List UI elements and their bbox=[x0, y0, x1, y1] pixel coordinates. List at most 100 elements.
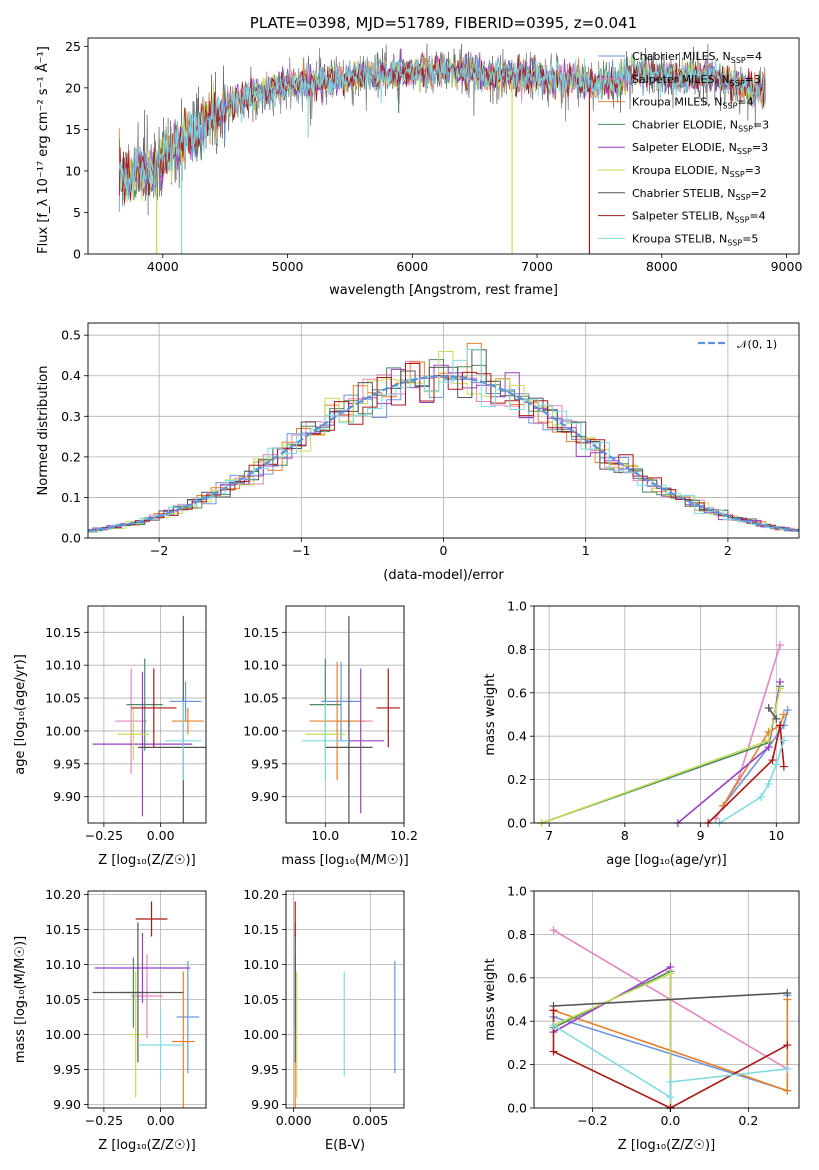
legend-label: Salpeter MILES, N bbox=[632, 73, 730, 86]
legend-value: =4 bbox=[746, 50, 762, 63]
series-line bbox=[722, 710, 789, 807]
x-axis-label: age [log₁₀(age/yr)] bbox=[606, 853, 727, 868]
series-line bbox=[553, 992, 788, 1007]
y-tick-label: 0.4 bbox=[61, 368, 81, 383]
x-axis-label: Z [log₁₀(Z/Z☉)] bbox=[98, 853, 195, 868]
x-tick-label: 8000 bbox=[646, 259, 678, 274]
y-tick-label: 9.90 bbox=[251, 1097, 279, 1112]
series-line bbox=[553, 1024, 788, 1099]
y-tick-label: 9.90 bbox=[53, 789, 81, 804]
y-tick-label: 1.0 bbox=[507, 884, 527, 899]
x-axis-label: E(B-V) bbox=[325, 1138, 365, 1153]
y-tick-label: 10.15 bbox=[45, 625, 81, 640]
y-tick-label: 10.00 bbox=[45, 723, 81, 738]
series-marker bbox=[779, 762, 788, 771]
y-tick-label: 10.20 bbox=[243, 887, 279, 902]
y-tick-label: 0.4 bbox=[507, 1014, 527, 1029]
x-tick-label: 9000 bbox=[771, 259, 803, 274]
legend-subscript: SSP bbox=[738, 124, 753, 133]
y-tick-label: 0.2 bbox=[507, 1057, 527, 1072]
y-tick-label: 10.10 bbox=[243, 957, 279, 972]
y-tick-label: 5 bbox=[73, 205, 81, 220]
x-tick-label: 0.00 bbox=[147, 828, 175, 843]
legend-value: =5 bbox=[742, 232, 758, 245]
legend-value: =2 bbox=[751, 187, 767, 200]
y-tick-label: 10.10 bbox=[45, 658, 81, 673]
x-tick-label: 4000 bbox=[147, 259, 179, 274]
y-tick-label: 0.1 bbox=[61, 490, 81, 505]
series-marker bbox=[783, 706, 792, 715]
legend-subscript: SSP bbox=[730, 170, 745, 179]
series-marker bbox=[779, 710, 788, 719]
y-tick-label: 9.95 bbox=[53, 756, 81, 771]
normal-curve bbox=[87, 375, 800, 532]
series-marker bbox=[549, 1047, 558, 1056]
x-axis-label: Z [log₁₀(Z/Z☉)] bbox=[618, 1138, 715, 1153]
y-tick-label: 10.10 bbox=[45, 957, 81, 972]
series-marker bbox=[549, 926, 558, 935]
y-axis-label: mass weight bbox=[483, 958, 498, 1040]
series-line bbox=[553, 972, 672, 1108]
series-marker bbox=[666, 1093, 675, 1102]
x-tick-label: −0.2 bbox=[577, 1113, 607, 1128]
series-marker bbox=[779, 736, 788, 745]
legend-entry: Kroupa MILES, NSSP=4 bbox=[632, 96, 754, 111]
y-tick-label: 0.0 bbox=[61, 531, 81, 546]
series-marker bbox=[783, 1041, 792, 1050]
x-tick-label: 8 bbox=[621, 828, 629, 843]
x-tick-label: 10 bbox=[768, 828, 784, 843]
series-marker bbox=[768, 756, 777, 765]
x-tick-label: 10.0 bbox=[311, 828, 339, 843]
y-axis-label: mass weight bbox=[483, 673, 498, 755]
series-marker bbox=[783, 988, 792, 997]
y-tick-label: 1.0 bbox=[507, 599, 527, 614]
y-tick-label: 10.05 bbox=[243, 992, 279, 1007]
legend-value: =3 bbox=[745, 164, 761, 177]
series-marker bbox=[772, 714, 781, 723]
legend-subscript: SSP bbox=[737, 147, 752, 156]
y-tick-label: 0.0 bbox=[507, 1101, 527, 1116]
legend-entry: Salpeter ELODIE, NSSP=3 bbox=[632, 141, 768, 156]
axes-layer bbox=[84, 37, 800, 1112]
x-tick-label: −0.25 bbox=[85, 828, 123, 843]
y-tick-label: 0.3 bbox=[61, 409, 81, 424]
x-tick-label: 0 bbox=[440, 543, 448, 558]
legend-value: =3 bbox=[752, 141, 768, 154]
x-tick-label: 10.2 bbox=[390, 828, 418, 843]
y-tick-label: 10.05 bbox=[45, 992, 81, 1007]
legend-subscript: SSP bbox=[722, 102, 737, 111]
y-tick-label: 0.8 bbox=[507, 642, 527, 657]
legend-value: =4 bbox=[749, 210, 765, 223]
y-tick-label: 10.00 bbox=[243, 1027, 279, 1042]
legend-entry: Kroupa ELODIE, NSSP=3 bbox=[632, 164, 761, 179]
y-tick-label: 9.95 bbox=[251, 1062, 279, 1077]
y-tick-label: 9.90 bbox=[251, 789, 279, 804]
y-tick-label: 10.05 bbox=[45, 691, 81, 706]
grid-layer bbox=[88, 323, 799, 1109]
spectrum-line bbox=[118, 54, 766, 203]
y-tick-label: 10.15 bbox=[243, 922, 279, 937]
legend-subscript: SSP bbox=[727, 238, 742, 247]
legend-entry: Salpeter STELIB, NSSP=4 bbox=[632, 210, 766, 225]
axes-frame bbox=[87, 605, 207, 824]
legend-label: Kroupa ELODIE, N bbox=[632, 164, 730, 177]
y-axis-label: Flux [f_λ 10⁻¹⁷ erg cm⁻² s⁻¹ Å⁻¹] bbox=[35, 46, 51, 254]
y-tick-label: 0.2 bbox=[61, 449, 81, 464]
legend-entry: Kroupa STELIB, NSSP=5 bbox=[632, 232, 758, 247]
y-tick-label: 9.90 bbox=[53, 1097, 81, 1112]
y-tick-label: 10 bbox=[65, 163, 81, 178]
series-marker bbox=[764, 736, 773, 745]
y-tick-label: 0 bbox=[73, 247, 81, 262]
y-tick-label: 25 bbox=[65, 39, 81, 54]
legend-label: Salpeter ELODIE, N bbox=[632, 141, 737, 154]
series-marker bbox=[757, 792, 766, 801]
legend-label: 𝒩(0, 1) bbox=[737, 338, 777, 351]
series-line bbox=[541, 688, 781, 823]
x-tick-label: −1 bbox=[292, 543, 310, 558]
axes-frame bbox=[87, 37, 800, 255]
histogram-step bbox=[88, 348, 799, 533]
legend-value: =4 bbox=[737, 96, 753, 109]
legend-subscript: SSP bbox=[731, 56, 746, 65]
series-marker bbox=[666, 1077, 675, 1086]
